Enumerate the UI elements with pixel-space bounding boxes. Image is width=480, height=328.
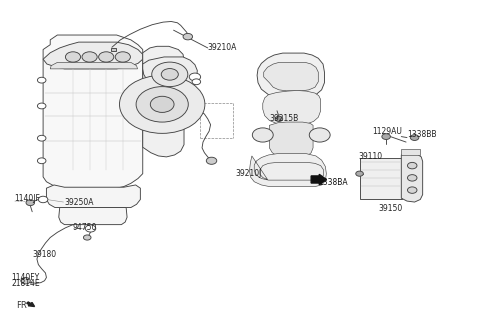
Polygon shape	[263, 91, 321, 125]
FancyArrow shape	[27, 302, 35, 307]
Text: 1140FY: 1140FY	[12, 273, 39, 282]
FancyArrow shape	[311, 174, 326, 185]
Circle shape	[408, 174, 417, 181]
Polygon shape	[43, 35, 143, 188]
Text: 39210J: 39210J	[235, 169, 262, 177]
Text: 1338BB: 1338BB	[407, 130, 436, 139]
Circle shape	[120, 75, 205, 133]
Bar	[111, 48, 116, 51]
Circle shape	[21, 277, 30, 284]
Circle shape	[189, 73, 201, 81]
Circle shape	[183, 33, 192, 40]
Circle shape	[26, 200, 35, 206]
Circle shape	[161, 69, 179, 80]
Circle shape	[382, 134, 390, 139]
Polygon shape	[257, 53, 324, 99]
Polygon shape	[43, 42, 143, 69]
Text: 39110: 39110	[359, 153, 383, 161]
Circle shape	[65, 52, 81, 62]
Text: 94750: 94750	[73, 223, 97, 232]
Polygon shape	[250, 154, 326, 187]
Text: 1129AU: 1129AU	[372, 127, 402, 135]
Circle shape	[82, 52, 97, 62]
Polygon shape	[143, 46, 184, 157]
Text: 39150: 39150	[379, 204, 403, 213]
Bar	[401, 150, 420, 155]
Polygon shape	[401, 153, 423, 202]
Circle shape	[206, 157, 217, 164]
Circle shape	[192, 79, 201, 85]
Bar	[360, 157, 402, 199]
Text: 21814E: 21814E	[12, 279, 40, 288]
Text: 1338BA: 1338BA	[318, 177, 348, 187]
Circle shape	[408, 162, 417, 169]
Circle shape	[98, 52, 114, 62]
Text: 39215B: 39215B	[269, 114, 299, 123]
Circle shape	[356, 171, 363, 176]
Circle shape	[37, 135, 46, 141]
Circle shape	[84, 235, 91, 240]
Circle shape	[115, 52, 131, 62]
Text: 39210A: 39210A	[208, 43, 237, 52]
Polygon shape	[269, 122, 313, 157]
Text: FR: FR	[16, 301, 27, 310]
Circle shape	[136, 87, 188, 122]
Circle shape	[37, 103, 46, 109]
Circle shape	[410, 135, 419, 140]
Circle shape	[37, 158, 46, 164]
Circle shape	[85, 225, 96, 232]
Text: 39180: 39180	[32, 250, 56, 259]
Circle shape	[38, 196, 48, 203]
Text: 1140JF: 1140JF	[14, 194, 40, 203]
Circle shape	[408, 187, 417, 193]
Polygon shape	[47, 185, 140, 208]
Text: 39250A: 39250A	[64, 197, 94, 207]
Circle shape	[152, 62, 188, 87]
Polygon shape	[50, 62, 137, 69]
Circle shape	[150, 96, 174, 113]
Polygon shape	[264, 62, 318, 91]
Circle shape	[252, 128, 273, 142]
Polygon shape	[59, 208, 127, 225]
Circle shape	[275, 116, 283, 121]
Circle shape	[37, 77, 46, 83]
Circle shape	[309, 128, 330, 142]
Polygon shape	[143, 57, 197, 92]
